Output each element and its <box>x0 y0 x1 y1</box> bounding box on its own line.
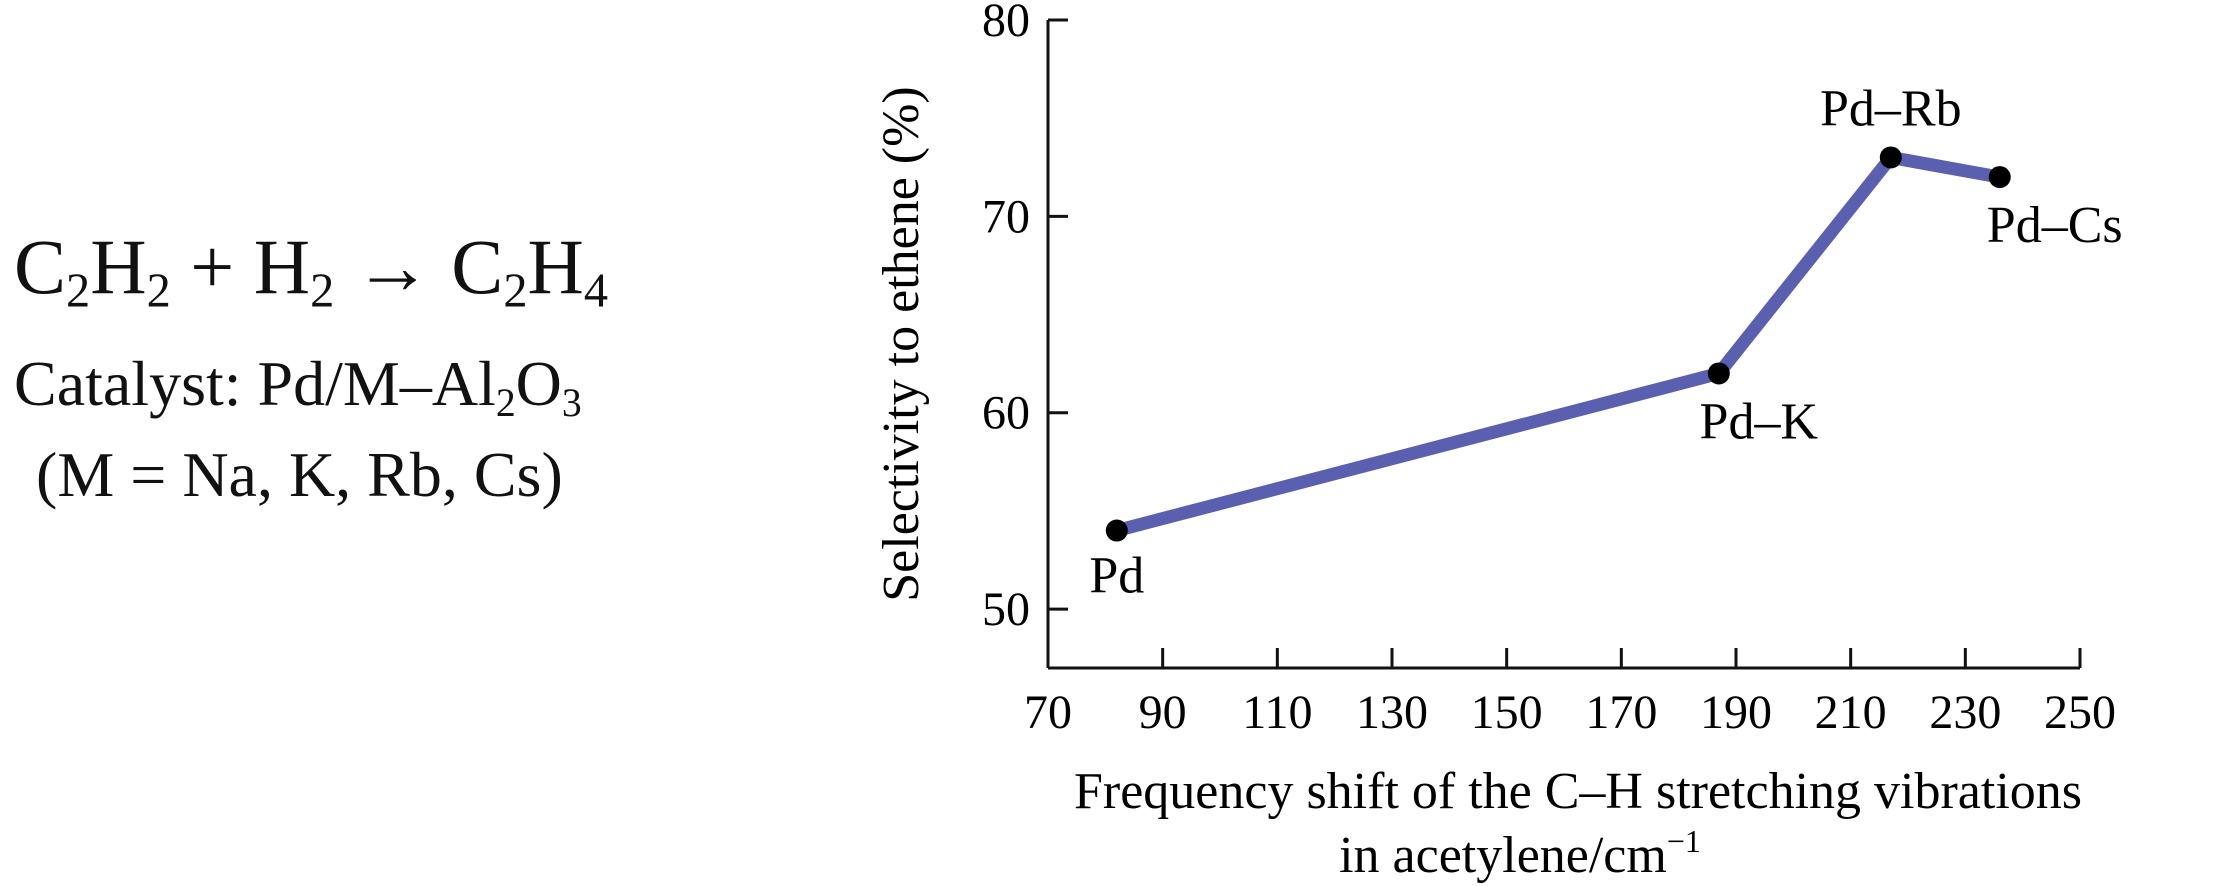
x-tick-label: 230 <box>1929 686 2001 739</box>
point-label: Pd–K <box>1700 393 1819 450</box>
x-ticks: 70 90 110 130 150 170 190 210 230 250 <box>1024 648 2116 739</box>
metals-label: (M = Na, K, Rb, Cs) <box>36 439 563 510</box>
point-labels: Pd Pd–K Pd–Rb Pd–Cs <box>1089 80 2122 604</box>
y-axis-title: Selectivity to ethene (%) <box>873 86 930 601</box>
y-tick-label: 80 <box>982 0 1030 47</box>
x-tick-label: 130 <box>1356 686 1428 739</box>
data-point <box>1707 362 1730 385</box>
catalyst-label: Catalyst: Pd/M–Al2O3 <box>14 348 582 426</box>
reaction-equation: C2H2 + H2 → C2H4 <box>14 223 609 318</box>
data-points <box>1105 146 2011 542</box>
x-tick-label: 150 <box>1471 686 1543 739</box>
x-tick-label: 90 <box>1139 686 1187 739</box>
point-label: Pd <box>1089 548 1144 605</box>
y-tick-label: 70 <box>982 190 1030 243</box>
y-tick-label: 60 <box>982 387 1030 440</box>
x-tick-label: 190 <box>1700 686 1772 739</box>
x-axis-title-line2: in acetylene/cm−1 <box>1339 823 1701 884</box>
y-ticks: 50 60 70 80 <box>982 0 1068 636</box>
data-point <box>1105 519 1128 542</box>
point-label: Pd–Cs <box>1987 197 2123 254</box>
selectivity-line <box>1115 150 2001 537</box>
x-tick-label: 110 <box>1242 686 1312 739</box>
x-axis-title: Frequency shift of the C–H stretching vi… <box>1074 763 2082 820</box>
x-tick-label: 210 <box>1815 686 1887 739</box>
x-tick-label: 70 <box>1024 686 1072 739</box>
data-point <box>1988 166 2011 189</box>
data-point <box>1879 146 1902 169</box>
y-tick-label: 50 <box>982 583 1030 636</box>
x-tick-label: 170 <box>1585 686 1657 739</box>
point-label: Pd–Rb <box>1820 80 1962 137</box>
x-tick-label: 250 <box>2044 686 2116 739</box>
